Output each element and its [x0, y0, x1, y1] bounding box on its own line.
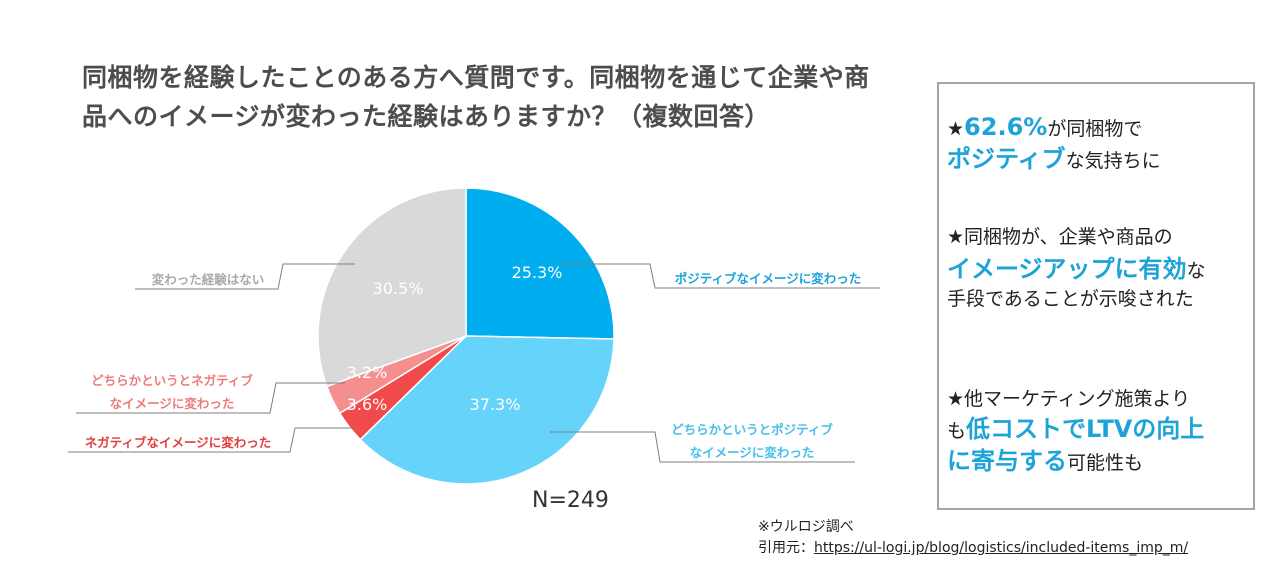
source-line: ※ウルロジ調べ — [758, 519, 854, 535]
category-label: ネガティブなイメージに変わった — [85, 435, 272, 450]
category-label: どちらかというとネガティブ — [91, 373, 253, 388]
slice-percent-label: 3.2% — [347, 363, 388, 382]
summary-point-1-line-2: ポジティブな気持ちに — [947, 144, 1161, 176]
slice-percent-label: 25.3% — [512, 263, 563, 282]
positive-highlight: ポジティブ — [947, 145, 1066, 173]
source-link[interactable]: https://ul-logi.jp/blog/logistics/includ… — [814, 540, 1189, 556]
category-label: なイメージに変わった — [690, 445, 815, 460]
leader-line — [550, 431, 855, 463]
pie-slice — [359, 335, 615, 485]
chart-title: 同梱物を経験したことのある方へ質問です。同梱物を通じて企業や商品へのイメージが変… — [82, 63, 870, 131]
contribute-highlight: に寄与する — [947, 447, 1067, 475]
leader-line — [76, 382, 345, 414]
summary-point-3-line-1: ★他マーケティング施策より — [947, 388, 1191, 410]
summary-point-2-line-2: イメージアップに有効な — [947, 254, 1206, 286]
summary-text: 可能性も — [1067, 452, 1144, 474]
source-note: ※ウルロジ調べ 引用元：https://ul-logi.jp/blog/logi… — [758, 517, 1188, 559]
summary-point-3-line-2: も低コストでLTVの向上 — [947, 414, 1204, 446]
leader-line — [68, 427, 352, 453]
summary-text: な — [1186, 260, 1206, 282]
category-label: ポジティブなイメージに変わった — [675, 271, 862, 286]
slice-percent-label: 3.6% — [347, 395, 388, 414]
summary-text: な気持ちに — [1065, 150, 1161, 172]
slice-percent-label: 37.3% — [470, 395, 521, 414]
summary-point-3-line-3: に寄与する可能性も — [947, 446, 1143, 478]
summary-text: が同梱物で — [1047, 118, 1143, 140]
category-label: どちらかというとポジティブ — [671, 422, 833, 437]
leader-line — [560, 263, 880, 289]
category-label: 変わった経験はない — [152, 272, 265, 287]
category-label: なイメージに変わった — [110, 396, 235, 411]
summary-point-2-line-3: 手段であることが示唆された — [947, 288, 1194, 310]
summary-point-1-line-1: ★62.6%が同梱物で — [947, 112, 1142, 144]
pie-slice — [317, 187, 467, 388]
low-cost-highlight: 低コストでLTVの向上 — [966, 415, 1205, 443]
source-prefix: 引用元： — [758, 540, 814, 556]
image-up-highlight: イメージアップに有効 — [947, 255, 1187, 283]
positive-percent: 62.6% — [964, 113, 1048, 141]
pie-slice — [465, 187, 615, 340]
summary-point-2-line-1: ★同梱物が、企業や商品の — [947, 226, 1173, 248]
slice-percent-label: 30.5% — [373, 279, 424, 298]
star-icon: ★ — [947, 118, 965, 140]
sample-size-label: N=249 — [532, 488, 609, 513]
summary-text: も — [947, 420, 967, 442]
leader-line — [135, 263, 355, 290]
summary-box: ★62.6%が同梱物で ポジティブな気持ちに ★同梱物が、企業や商品の イメージ… — [937, 82, 1255, 510]
